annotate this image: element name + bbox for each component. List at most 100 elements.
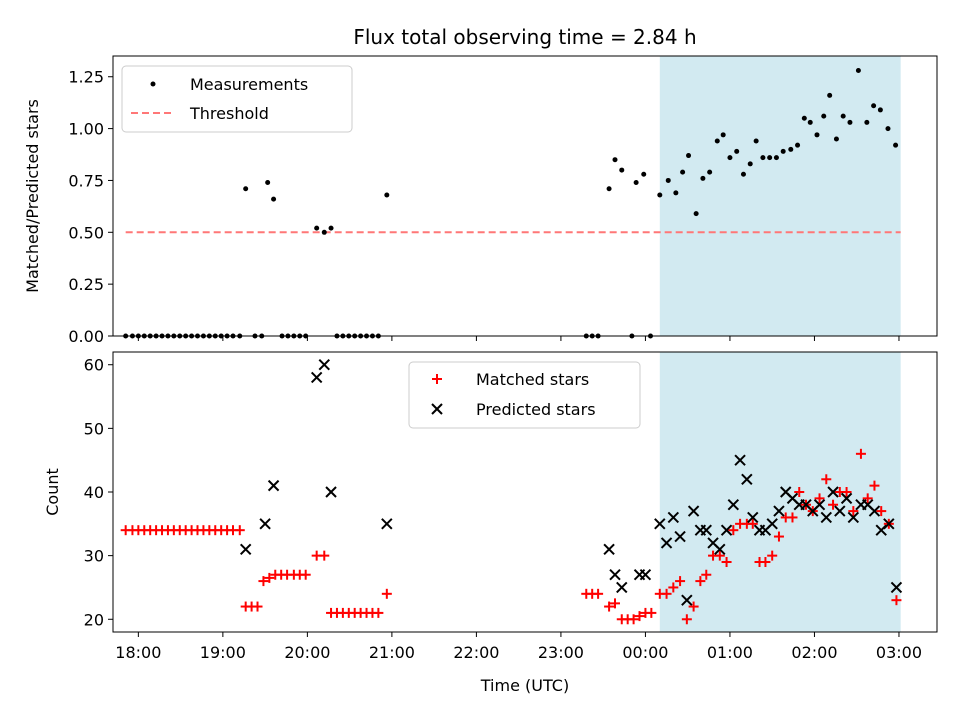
measurement-point [243, 186, 249, 192]
measurement-point [877, 107, 883, 113]
matched-star-point [848, 506, 859, 517]
predicted-star-point [827, 486, 839, 498]
matched-star-point [821, 474, 832, 485]
observing-window-span-top [659, 56, 901, 336]
bottom-x-ticks: 18:00 19:00 20:00 21:00 22:00 23:00 00:00 01:00… [115, 632, 922, 662]
x-tick-label: 03:00 [876, 643, 922, 662]
legend-label-matched: Matched stars [476, 370, 589, 389]
y-tick-label: 1.00 [68, 120, 104, 139]
predicted-star-point [603, 543, 615, 555]
legend-label-threshold: Threshold [189, 104, 269, 123]
measurement-point [734, 148, 740, 154]
y-tick-label: 0.75 [68, 171, 104, 190]
measurement-point [271, 196, 277, 202]
measurement-point [665, 177, 671, 183]
measurement-point [760, 155, 766, 161]
top-x-ticks [137, 336, 900, 341]
x-tick-label: 19:00 [200, 643, 246, 662]
x-tick-label: 20:00 [284, 643, 330, 662]
matched-star-point [634, 611, 645, 622]
x-tick-label: 00:00 [622, 643, 668, 662]
measurement-point [619, 167, 625, 173]
legend-marker-measurements [150, 81, 156, 87]
bottom-y-ticks: 20 30 40 50 60 [84, 356, 113, 629]
measurement-point [693, 211, 699, 217]
predicted-star-point [660, 537, 673, 549]
predicted-star-point [259, 518, 271, 530]
predicted-star-point [734, 454, 746, 466]
matched-star-point [258, 576, 269, 587]
matched-star-point [668, 582, 679, 593]
matched-star-point [681, 614, 692, 625]
predicted-star-point [766, 518, 778, 530]
measurement-point [314, 225, 320, 231]
bottom-legend-box [408, 361, 641, 429]
x-tick-label: 02:00 [791, 643, 837, 662]
measurement-point [641, 171, 647, 177]
matched-star-point [661, 588, 672, 599]
measurement-point [606, 186, 612, 192]
measurement-point [673, 190, 679, 196]
predicted-star-point [616, 581, 628, 594]
measurement-point [885, 126, 891, 132]
measurement-point [727, 155, 733, 161]
matched-star-point [610, 598, 621, 609]
matched-star-point [252, 601, 263, 612]
matched-star-point [876, 506, 887, 517]
predicted-star-point [609, 569, 621, 581]
predicted-star-point [239, 543, 252, 555]
predicted-star-point [325, 486, 337, 498]
y-tick-label: 0.00 [68, 327, 104, 346]
x-tick-label: 22:00 [453, 643, 499, 662]
y-tick-label: 50 [84, 419, 104, 438]
measurement-point [780, 148, 786, 154]
bottom-panel: 18:00 19:00 20:00 21:00 22:00 23:00 00:00 01:00… [43, 351, 938, 695]
measurement-point [612, 157, 618, 163]
measurement-point [807, 119, 813, 125]
bottom-legend: Matched stars Predicted stars [408, 361, 641, 429]
predicted-star-point [267, 479, 280, 492]
predicted-star-point [834, 505, 846, 517]
top-plot-frame [112, 55, 938, 337]
x-tick-label: 01:00 [707, 643, 753, 662]
matched-star-point [675, 576, 686, 587]
predicted-star-point [667, 511, 680, 524]
matched-star-point [695, 576, 706, 587]
matched-star-point [701, 569, 712, 580]
measurement-point [847, 119, 853, 125]
x-axis-label: Time (UTC) [480, 676, 569, 695]
legend-marker-predicted [431, 403, 443, 415]
matched-star-point [828, 499, 839, 510]
measurement-point [864, 119, 870, 125]
x-tick-label: 21:00 [369, 643, 415, 662]
predicted-star-point [714, 543, 726, 555]
measurement-point [827, 92, 833, 98]
predicted-star-point [310, 371, 323, 384]
predicted-star-point [820, 511, 832, 524]
matched-star-point [794, 487, 805, 497]
matched-star-point [728, 525, 739, 536]
matched-star-point [855, 448, 866, 459]
predicted-star-point [727, 499, 740, 511]
predicted-star-point [883, 518, 895, 530]
matched-star-point [264, 572, 275, 583]
measurement-point [657, 192, 663, 198]
matched-star-point [319, 550, 330, 561]
bottom-y-axis-label: Count [43, 468, 62, 516]
measurement-point [871, 103, 877, 109]
matched-star-point [747, 518, 758, 529]
matched-star-point [604, 601, 615, 612]
predicted-star-point [639, 569, 652, 581]
predicted-star-point [773, 505, 785, 517]
y-tick-label: 20 [84, 610, 104, 629]
matched-star-point [891, 595, 902, 606]
matched-star-point [593, 588, 604, 599]
matched-star-point [688, 601, 699, 612]
y-tick-label: 30 [84, 547, 104, 566]
matched-star-point [787, 512, 798, 523]
y-tick-label: 0.25 [68, 275, 104, 294]
predicted-star-point [840, 492, 853, 505]
legend-x-glyph [431, 403, 443, 415]
matched-star-point [760, 557, 771, 567]
